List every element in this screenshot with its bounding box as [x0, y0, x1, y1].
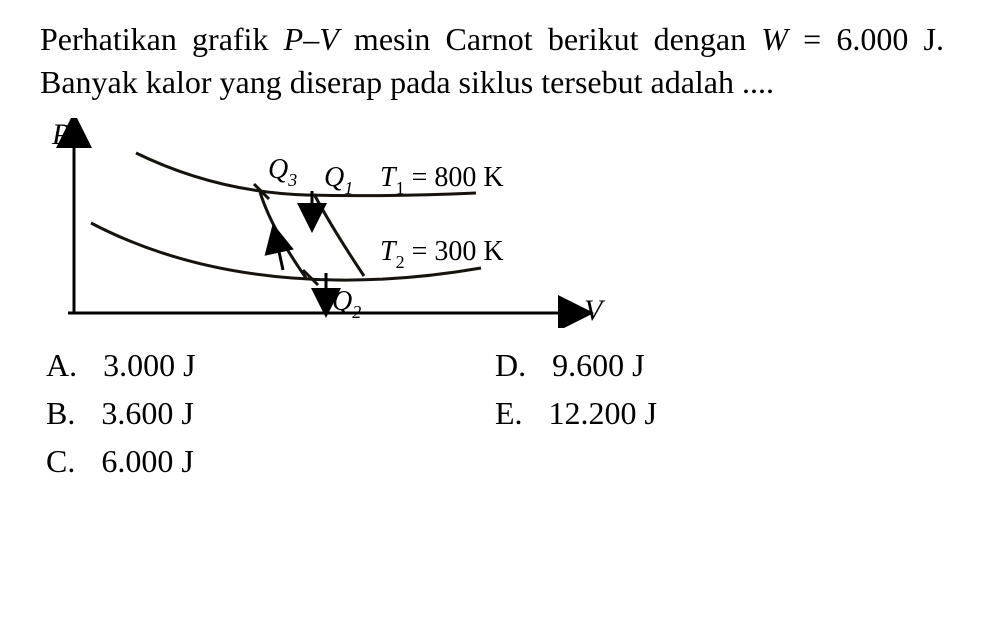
label-t2: T2 = 300 K [380, 236, 504, 272]
right-adiabat [314, 194, 364, 276]
label-q3: Q3 [268, 154, 297, 190]
option-value: 12.200 J [549, 393, 657, 435]
option-letter: C. [46, 441, 75, 483]
label-q2: Q2 [332, 286, 361, 322]
x-axis-label: V [584, 294, 606, 327]
answer-option[interactable]: B. 3.600 J [46, 393, 495, 435]
option-value: 3.000 J [103, 345, 195, 387]
question-text: Perhatikan grafik P–V mesin Carnot berik… [40, 18, 944, 104]
option-value: 9.600 J [552, 345, 644, 387]
answer-option[interactable]: E. 12.200 J [495, 393, 944, 435]
option-value: 6.000 J [101, 441, 193, 483]
option-letter: D. [495, 345, 526, 387]
option-letter: E. [495, 393, 523, 435]
label-t1: T1 = 800 K [380, 162, 504, 198]
label-q1: Q1 [324, 162, 353, 198]
answer-option[interactable]: D. 9.600 J [495, 345, 944, 387]
y-axis-label: P [51, 118, 70, 151]
answer-options: A. 3.000 J D. 9.600 J B. 3.600 J E. 12.200 J C. 6… [46, 345, 944, 482]
option-letter: B. [46, 393, 75, 435]
option-letter: A. [46, 345, 77, 387]
option-value: 3.600 J [101, 393, 193, 435]
answer-option[interactable]: A. 3.000 J [46, 345, 495, 387]
pv-diagram: P V Q3 Q1 Q2 T1 = 800 K T2 = 300 K [46, 118, 944, 333]
answer-option[interactable]: C. 6.000 J [46, 441, 495, 483]
